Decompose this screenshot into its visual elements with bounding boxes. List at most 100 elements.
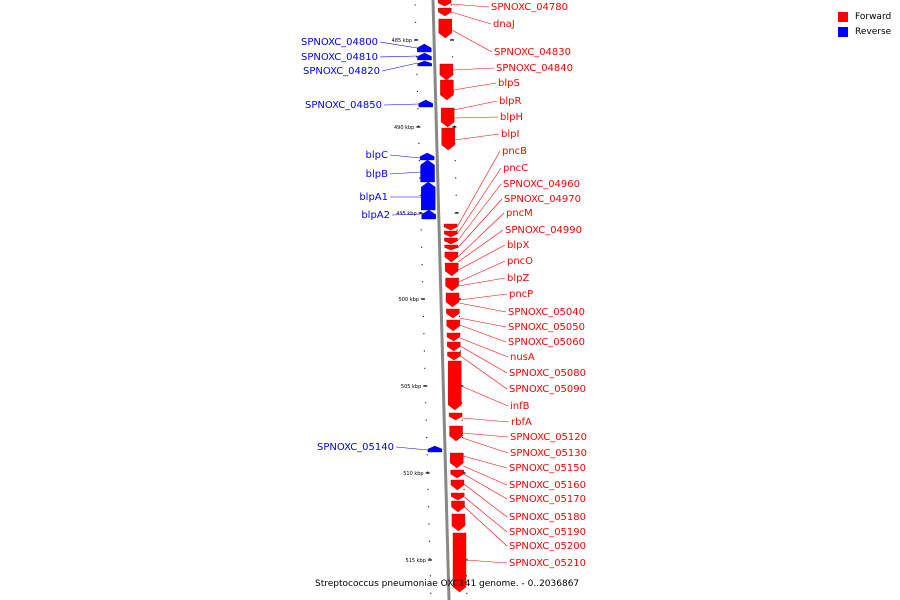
forward-gene[interactable]: [446, 332, 461, 342]
leader-line: [462, 432, 509, 438]
forward-gene[interactable]: [449, 425, 463, 442]
forward-gene[interactable]: [447, 341, 461, 352]
reverse-gene[interactable]: [421, 181, 436, 211]
ruler-minor-tick: [451, 39, 453, 41]
reverse-gene[interactable]: [421, 209, 436, 220]
forward-gene[interactable]: [444, 244, 458, 251]
forward-gene-label[interactable]: SPNOXC_05040: [508, 307, 585, 318]
forward-gene[interactable]: [445, 292, 460, 308]
forward-gene-label[interactable]: rbfA: [511, 417, 532, 428]
forward-gene-label[interactable]: SPNOXC_05130: [510, 448, 587, 459]
forward-gene-label[interactable]: SPNOXC_04840: [496, 63, 573, 74]
reverse-gene-label[interactable]: SPNOXC_04850: [305, 100, 382, 111]
forward-gene[interactable]: [444, 262, 459, 277]
forward-gene[interactable]: [438, 7, 452, 17]
forward-gene-label[interactable]: pncP: [509, 289, 533, 300]
forward-gene[interactable]: [444, 237, 458, 245]
reverse-gene[interactable]: [417, 52, 432, 61]
reverse-gene-label[interactable]: blpB: [366, 169, 388, 180]
forward-gene[interactable]: [446, 308, 460, 319]
reverse-gene[interactable]: [419, 152, 435, 161]
reverse-gene[interactable]: [418, 99, 433, 108]
reverse-gene[interactable]: [420, 159, 435, 183]
forward-gene-label[interactable]: infB: [510, 401, 530, 412]
forward-gene-label[interactable]: SPNOXC_05080: [509, 368, 586, 379]
leader-line: [456, 167, 502, 235]
reverse-gene[interactable]: [427, 445, 443, 453]
forward-gene[interactable]: [444, 230, 458, 238]
forward-gene-label[interactable]: pncC: [503, 163, 528, 174]
ruler-minor-tick: [418, 142, 420, 144]
forward-gene[interactable]: [452, 532, 467, 593]
reverse-gene-label[interactable]: blpA2: [361, 210, 390, 221]
forward-gene-label[interactable]: SPNOXC_05170: [509, 494, 586, 505]
reverse-gene-label[interactable]: SPNOXC_04800: [301, 37, 378, 48]
ruler-label: 515 kbp: [406, 558, 426, 564]
leader-line: [463, 483, 508, 518]
forward-gene-label[interactable]: blpZ: [507, 273, 529, 284]
forward-gene-label[interactable]: blpS: [498, 78, 520, 89]
reverse-gene-label[interactable]: SPNOXC_04820: [303, 66, 380, 77]
forward-gene-label[interactable]: SPNOXC_04780: [491, 2, 568, 13]
leader-line: [463, 455, 508, 469]
forward-gene-label[interactable]: pncB: [502, 146, 527, 157]
forward-gene[interactable]: [445, 277, 459, 292]
forward-gene-label[interactable]: SPNOXC_05090: [509, 384, 586, 395]
forward-gene[interactable]: [451, 492, 465, 501]
leader-line: [383, 103, 419, 106]
forward-gene[interactable]: [441, 127, 455, 151]
forward-gene[interactable]: [437, 0, 452, 7]
forward-gene[interactable]: [451, 513, 466, 532]
forward-gene[interactable]: [448, 360, 462, 411]
forward-gene-label[interactable]: pncM: [506, 208, 533, 219]
forward-gene-label[interactable]: SPNOXC_05160: [509, 480, 586, 491]
forward-gene-label[interactable]: SPNOXC_05180: [509, 512, 586, 523]
leader-line: [451, 29, 493, 53]
leader-line: [457, 212, 505, 258]
leader-line: [464, 496, 508, 533]
forward-gene-label[interactable]: SPNOXC_05060: [508, 337, 585, 348]
forward-gene-label[interactable]: blpI: [501, 129, 519, 140]
forward-gene[interactable]: [451, 500, 465, 513]
reverse-gene-label[interactable]: blpA1: [359, 192, 388, 203]
forward-gene-label[interactable]: SPNOXC_04830: [494, 47, 571, 58]
reverse-gene[interactable]: [417, 60, 432, 67]
forward-gene-label[interactable]: SPNOXC_05200: [509, 541, 586, 552]
forward-gene-label[interactable]: blpX: [507, 240, 529, 251]
forward-gene[interactable]: [444, 251, 459, 263]
ruler-minor-tick: [420, 246, 423, 248]
forward-gene-label[interactable]: SPNOXC_05210: [509, 558, 586, 569]
forward-gene-label[interactable]: SPNOXC_05150: [509, 463, 586, 474]
forward-gene[interactable]: [446, 319, 460, 332]
forward-gene[interactable]: [447, 351, 461, 361]
reverse-gene[interactable]: [417, 43, 432, 53]
reverse-gene-label[interactable]: blpC: [366, 150, 388, 161]
forward-gene[interactable]: [450, 452, 464, 469]
forward-gene-label[interactable]: blpH: [500, 112, 523, 123]
forward-gene-label[interactable]: SPNOXC_04990: [505, 225, 582, 236]
forward-gene[interactable]: [443, 223, 458, 231]
leader-line: [458, 293, 508, 301]
forward-gene-label[interactable]: dnaJ: [493, 19, 515, 30]
forward-gene[interactable]: [440, 79, 454, 101]
reverse-gene-label[interactable]: SPNOXC_04810: [301, 52, 378, 63]
ruler-minor-tick: [463, 488, 465, 490]
forward-gene[interactable]: [438, 18, 452, 39]
forward-gene-label[interactable]: pncO: [507, 256, 533, 267]
forward-gene-label[interactable]: SPNOXC_05120: [510, 432, 587, 443]
forward-gene[interactable]: [450, 469, 464, 479]
ruler-minor-tick: [416, 90, 419, 93]
forward-gene[interactable]: [450, 479, 465, 491]
ruler-minor-tick: [415, 39, 417, 41]
ruler-minor-tick: [419, 177, 421, 179]
forward-gene-label[interactable]: nusA: [510, 352, 535, 363]
forward-gene-label[interactable]: SPNOXC_04960: [503, 179, 580, 190]
forward-gene-label[interactable]: SPNOXC_04970: [504, 194, 581, 205]
forward-gene-label[interactable]: blpR: [499, 96, 521, 107]
forward-gene[interactable]: [439, 63, 454, 81]
reverse-gene-label[interactable]: SPNOXC_05140: [317, 442, 394, 453]
forward-gene-label[interactable]: SPNOXC_05190: [509, 527, 586, 538]
forward-gene[interactable]: [440, 107, 455, 128]
forward-gene-label[interactable]: SPNOXC_05050: [508, 322, 585, 333]
forward-gene[interactable]: [448, 412, 463, 421]
